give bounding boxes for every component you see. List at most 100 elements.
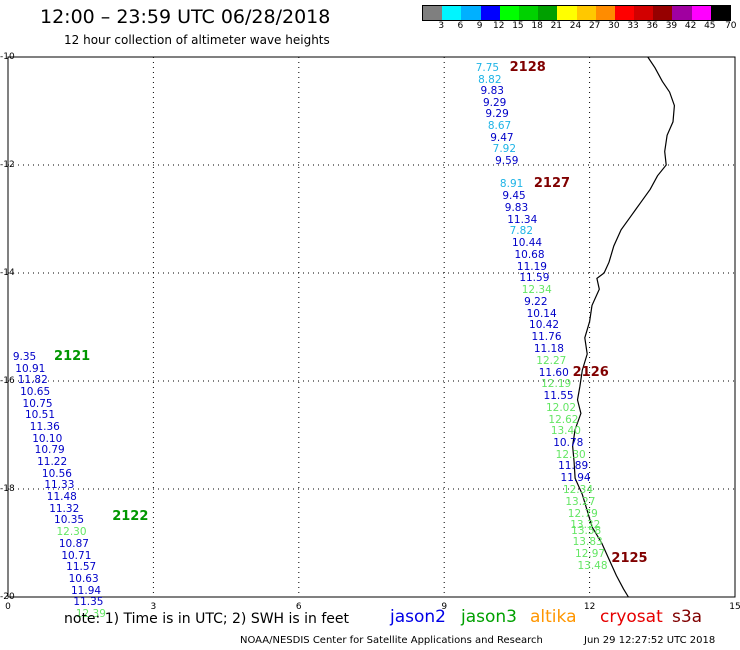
wave-height-label: 9.45 — [502, 190, 526, 203]
pass-number-label: 2125 — [611, 551, 648, 567]
wave-height-label: 12.19 — [541, 378, 572, 391]
wave-height-label: 9.29 — [482, 96, 507, 109]
wave-height-label: 12.62 — [548, 413, 579, 426]
legend-swatch — [672, 6, 692, 20]
wave-height-label: 11.34 — [507, 213, 538, 226]
units-note: note: 1) Time is in UTC; 2) SWH is in fe… — [64, 611, 350, 627]
wave-height-label: 11.59 — [519, 272, 550, 285]
wave-height-label: 7.75 — [475, 61, 500, 74]
wave-height-label: 11.60 — [538, 366, 569, 379]
wave-height-label: 8.67 — [487, 120, 512, 133]
wave-height-label: 13.32 — [570, 519, 601, 532]
wave-height-label: 12.34 — [521, 284, 552, 297]
legend-swatch — [461, 6, 481, 20]
wave-height-label: 11.76 — [531, 331, 562, 344]
legend-swatch — [710, 6, 730, 20]
wave-height-label: 10.35 — [54, 514, 85, 527]
wave-height-label: 12.27 — [536, 355, 567, 368]
pass-number-label: 2127 — [533, 175, 571, 191]
legend-swatch — [499, 6, 519, 20]
y-tick-label: -16 — [0, 376, 15, 386]
wave-height-label: 10.87 — [58, 538, 89, 551]
pass-number-label: 2121 — [54, 348, 91, 364]
wave-height-label: 11.94 — [560, 472, 591, 485]
satellite-altika-label: altika — [530, 607, 577, 627]
legend-swatch — [634, 6, 654, 20]
legend-swatch — [538, 6, 558, 20]
legend-tick-label: 21 — [550, 21, 563, 31]
wave-height-label: 10.56 — [41, 467, 72, 480]
legend-tick-label: 18 — [531, 21, 543, 31]
wave-height-label: 8.82 — [478, 73, 502, 86]
legend-swatch — [557, 6, 577, 20]
wave-height-label: 11.89 — [558, 460, 589, 473]
wave-height-label: 10.78 — [553, 437, 584, 450]
legend-tick-label: 9 — [476, 21, 483, 31]
legend-swatch — [518, 6, 539, 20]
wave-height-label: 11.48 — [46, 491, 77, 504]
wave-height-label: 10.51 — [24, 409, 56, 422]
wave-height-label: 12.30 — [56, 526, 87, 539]
legend-tick-label: 15 — [512, 21, 524, 31]
wave-height-label: 10.75 — [22, 397, 53, 410]
color-scale-legend — [422, 5, 731, 21]
legend-swatch — [576, 6, 596, 20]
wave-height-label: 10.71 — [61, 549, 92, 562]
pass-number-label: 2126 — [572, 364, 609, 380]
legend-tick-label: 3 — [438, 21, 445, 31]
wave-height-label: 9.83 — [480, 85, 504, 98]
wave-height-label: 10.44 — [512, 237, 543, 250]
wave-height-label: 10.63 — [68, 573, 99, 586]
wave-height-label: 11.57 — [66, 561, 97, 574]
satellite-cryosat-label: cryosat — [600, 607, 663, 627]
wave-height-label: 13.48 — [577, 559, 608, 572]
wave-height-label: 13.27 — [565, 495, 596, 508]
wave-height-label: 11.33 — [44, 479, 75, 492]
wave-height-label: 9.59 — [495, 155, 519, 168]
wave-height-label: 11.35 — [73, 596, 104, 609]
y-tick-label: -14 — [0, 268, 15, 278]
wave-height-label: 10.65 — [20, 385, 51, 398]
wave-height-label: 12.30 — [555, 448, 586, 461]
wave-height-label: 7.82 — [509, 225, 534, 238]
legend-tick-label: 24 — [569, 21, 582, 31]
wave-height-label: 11.32 — [49, 502, 80, 515]
legend-tick-label: 45 — [704, 21, 716, 31]
legend-swatch — [423, 6, 443, 20]
plot-frame — [7, 56, 736, 598]
y-tick-label: -12 — [0, 160, 15, 170]
credit-text: NOAA/NESDIS Center for Satellite Applica… — [240, 635, 543, 646]
wave-height-label: 11.94 — [71, 585, 102, 598]
x-tick-label: 9 — [441, 602, 448, 612]
wave-height-label: 7.92 — [492, 143, 517, 156]
wave-height-label: 10.10 — [32, 432, 63, 445]
legend-tick-label: 36 — [646, 21, 658, 31]
wave-height-label: 9.29 — [485, 108, 509, 121]
wave-height-label: 11.18 — [533, 343, 564, 356]
legend-swatch — [691, 6, 711, 20]
legend-swatch — [614, 6, 635, 20]
wave-height-label: 12.39 — [75, 608, 106, 621]
wave-height-label: 12.34 — [562, 484, 593, 497]
legend-tick-label: 70 (ft) — [725, 21, 740, 31]
legend-tick-label: 27 — [588, 21, 601, 31]
legend-swatch — [442, 6, 462, 20]
y-tick-label: -18 — [0, 484, 15, 494]
satellite-s3a-label: s3a — [672, 607, 703, 627]
legend-tick-label: 33 — [627, 21, 639, 31]
wave-height-label: 10.79 — [34, 444, 65, 457]
wave-height-label: 13.40 — [550, 425, 581, 438]
wave-height-label: 11.36 — [29, 420, 60, 433]
x-tick-label: 6 — [295, 602, 302, 612]
wave-height-label: 9.22 — [524, 296, 548, 309]
wave-height-label: 13.83 — [572, 535, 603, 548]
legend-swatch — [653, 6, 673, 20]
wave-height-label: 11.19 — [516, 260, 547, 273]
wave-height-label: 9.83 — [504, 202, 529, 215]
legend-tick-label: 6 — [457, 21, 464, 31]
wave-height-label: 10.91 — [15, 362, 46, 375]
x-tick-label: 12 — [583, 602, 596, 612]
satellite-jason3-label: jason3 — [461, 607, 517, 627]
legend-swatch — [480, 6, 500, 20]
x-tick-label: 0 — [5, 602, 11, 612]
